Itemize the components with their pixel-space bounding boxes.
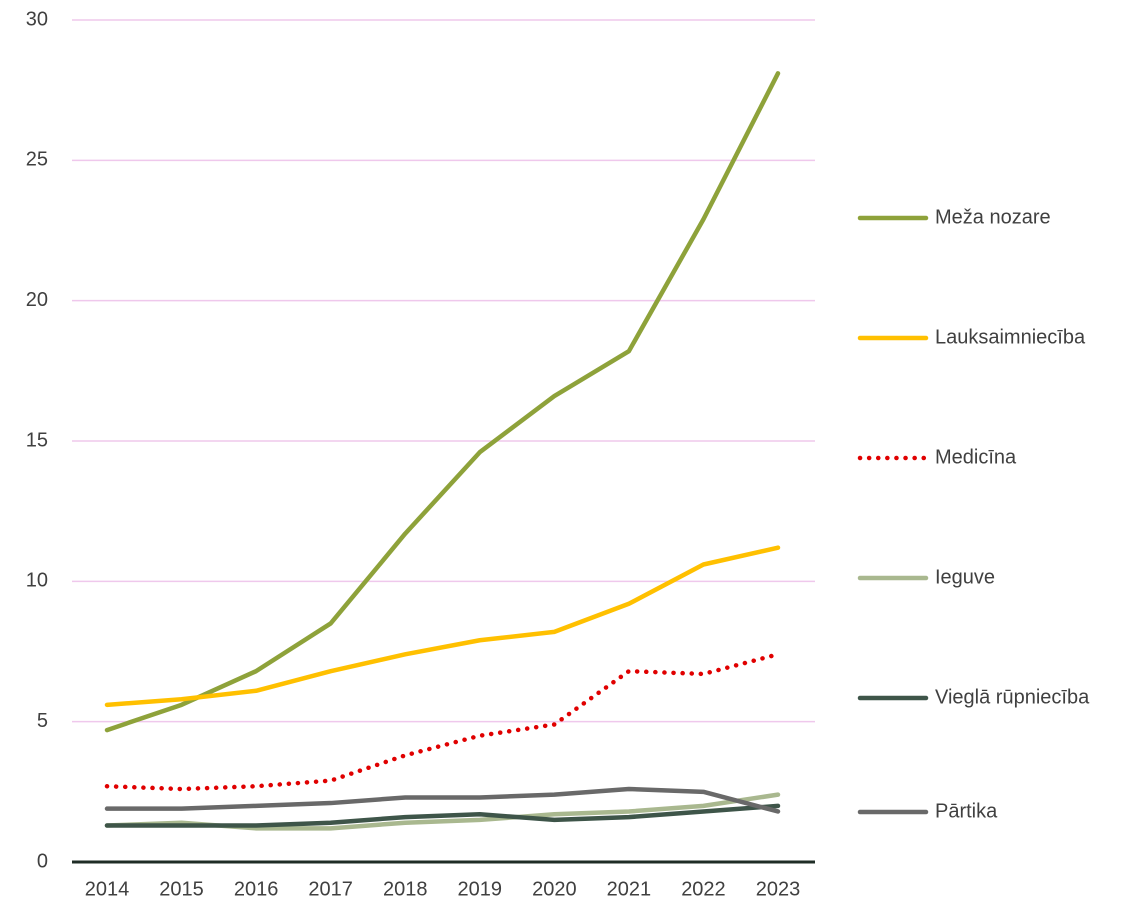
y-tick-label: 25	[26, 149, 48, 171]
legend-label: Ieguve	[935, 566, 995, 588]
series-line	[104, 803, 781, 828]
y-tick-label: 30	[26, 8, 48, 30]
x-tick-label: 2016	[234, 878, 279, 900]
x-tick-label: 2014	[85, 878, 130, 900]
x-tick-label: 2023	[756, 878, 801, 900]
x-tick-label: 2018	[383, 878, 428, 900]
x-tick-label: 2017	[308, 878, 353, 900]
x-tick-label: 2021	[607, 878, 652, 900]
y-tick-label: 10	[26, 570, 48, 592]
series-line	[104, 71, 781, 733]
legend-label: Meža nozare	[935, 206, 1051, 228]
legend-label: Medicīna	[935, 446, 1017, 468]
y-tick-label: 0	[37, 850, 48, 872]
legend-label: Pārtika	[935, 800, 998, 822]
y-tick-label: 20	[26, 289, 48, 311]
x-tick-label: 2015	[159, 878, 204, 900]
series-line	[104, 786, 781, 814]
legend-label: Vieglā rūpniecība	[935, 686, 1090, 708]
series-line	[104, 545, 781, 708]
y-tick-label: 15	[26, 429, 48, 451]
y-tick-label: 5	[37, 710, 48, 732]
series-line	[104, 652, 781, 792]
x-tick-label: 2022	[681, 878, 726, 900]
x-tick-label: 2019	[458, 878, 503, 900]
x-tick-label: 2020	[532, 878, 577, 900]
legend-label: Lauksaimniecība	[935, 326, 1086, 348]
